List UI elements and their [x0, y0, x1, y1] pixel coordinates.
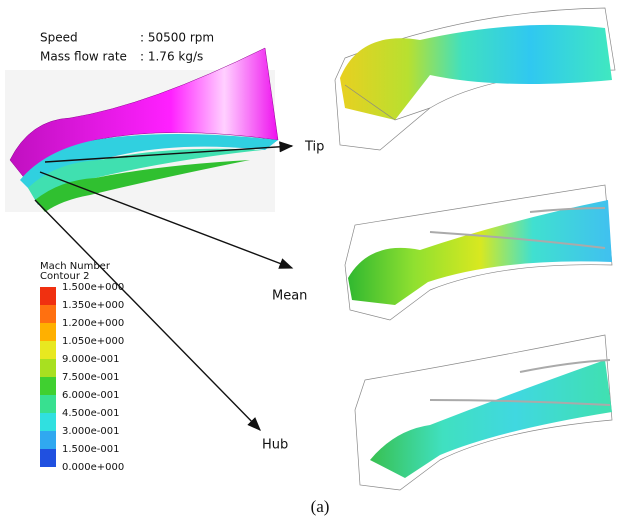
speed-value: : 50500 rpm	[140, 31, 214, 45]
colorbar-label: 7.500e-001	[62, 372, 119, 383]
colorbar: 1.500e+000 1.350e+000 1.200e+000 1.050e+000…	[40, 282, 124, 473]
speed-label: Speed	[40, 31, 78, 45]
blade-overview	[5, 47, 279, 212]
colorbar-band	[40, 431, 56, 449]
mass-flow-label: Mass flow rate	[40, 50, 127, 64]
colorbar-label: 1.200e+000	[62, 318, 124, 329]
hub-arrow	[34, 199, 261, 432]
mean-arrow	[39, 171, 294, 269]
colorbar-label: 1.500e+000	[62, 282, 124, 293]
colorbar-label: 1.050e+000	[62, 336, 124, 347]
colorbar-band	[40, 413, 56, 431]
colorbar-band	[40, 323, 56, 341]
colorbar-band	[40, 395, 56, 413]
mean-label: Mean	[272, 289, 307, 304]
colorbar-band	[40, 341, 56, 359]
colorbar-label: 6.000e-001	[62, 390, 119, 401]
caption: (a)	[311, 497, 330, 516]
legend-subtitle: Contour 2	[40, 271, 89, 282]
colorbar-band	[40, 449, 56, 467]
colorbar-band	[40, 287, 56, 305]
hub-label: Hub	[262, 438, 288, 453]
tip-label: Tip	[304, 140, 324, 155]
mean-section	[344, 184, 613, 321]
colorbar-label: 3.000e-001	[62, 426, 119, 437]
hub-section	[354, 334, 613, 491]
legend-title: Mach Number	[40, 261, 111, 272]
colorbar-label: 4.500e-001	[62, 408, 119, 419]
colorbar-label: 0.000e+000	[62, 462, 124, 473]
colorbar-band	[40, 377, 56, 395]
colorbar-label: 1.500e-001	[62, 444, 119, 455]
colorbar-label: 1.350e+000	[62, 300, 124, 311]
colorbar-band	[40, 305, 56, 323]
tip-arrow	[44, 141, 294, 163]
colorbar-band	[40, 359, 56, 377]
mass-flow-value: : 1.76 kg/s	[140, 50, 203, 64]
tip-section	[334, 7, 616, 151]
colorbar-label: 9.000e-001	[62, 354, 119, 365]
